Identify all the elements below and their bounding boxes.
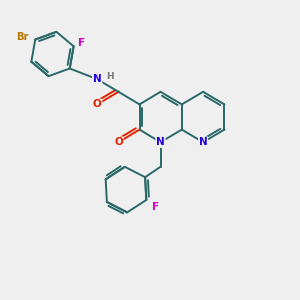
Text: H: H — [106, 72, 114, 81]
Text: F: F — [152, 202, 159, 212]
Text: F: F — [79, 38, 86, 48]
Text: N: N — [156, 137, 165, 147]
Text: O: O — [93, 99, 102, 110]
Text: N: N — [199, 137, 208, 147]
Text: O: O — [114, 137, 123, 147]
Text: Br: Br — [16, 32, 29, 41]
Text: N: N — [93, 74, 102, 84]
